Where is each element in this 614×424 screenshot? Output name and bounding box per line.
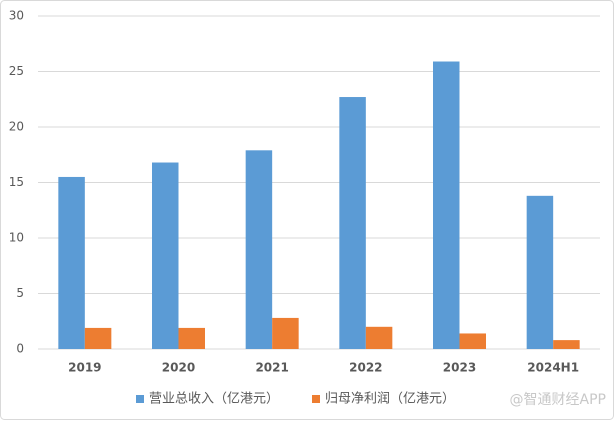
x-tick-label: 2024H1 [527, 361, 579, 375]
bar [526, 195, 554, 349]
bar [553, 340, 580, 349]
legend-swatch [312, 395, 320, 403]
watermark: @智通财经APP [510, 392, 606, 408]
bar [58, 176, 85, 349]
bar [433, 61, 460, 349]
y-tick-label: 15 [9, 175, 24, 189]
bar [245, 150, 273, 349]
bar [365, 326, 393, 349]
x-tick-label: 2020 [162, 361, 195, 375]
bar [459, 333, 486, 349]
y-tick-label: 5 [16, 286, 24, 300]
x-tick-label: 2023 [443, 361, 476, 375]
y-tick-label: 25 [9, 64, 24, 78]
bar [152, 162, 179, 349]
legend-label: 归母净利润（亿港元） [325, 392, 455, 407]
legend-label: 营业总收入（亿港元） [149, 392, 279, 407]
bar [272, 317, 299, 349]
y-tick-label: 0 [16, 342, 24, 356]
y-tick-label: 10 [9, 231, 24, 245]
legend-swatch [136, 395, 144, 403]
x-tick-label: 2022 [349, 361, 382, 375]
bar [84, 327, 112, 349]
x-tick-label: 2019 [68, 361, 101, 375]
bar [178, 327, 205, 349]
bar [339, 97, 366, 349]
y-tick-label: 30 [9, 9, 24, 23]
y-tick-label: 20 [9, 120, 24, 134]
x-tick-label: 2021 [255, 361, 288, 375]
